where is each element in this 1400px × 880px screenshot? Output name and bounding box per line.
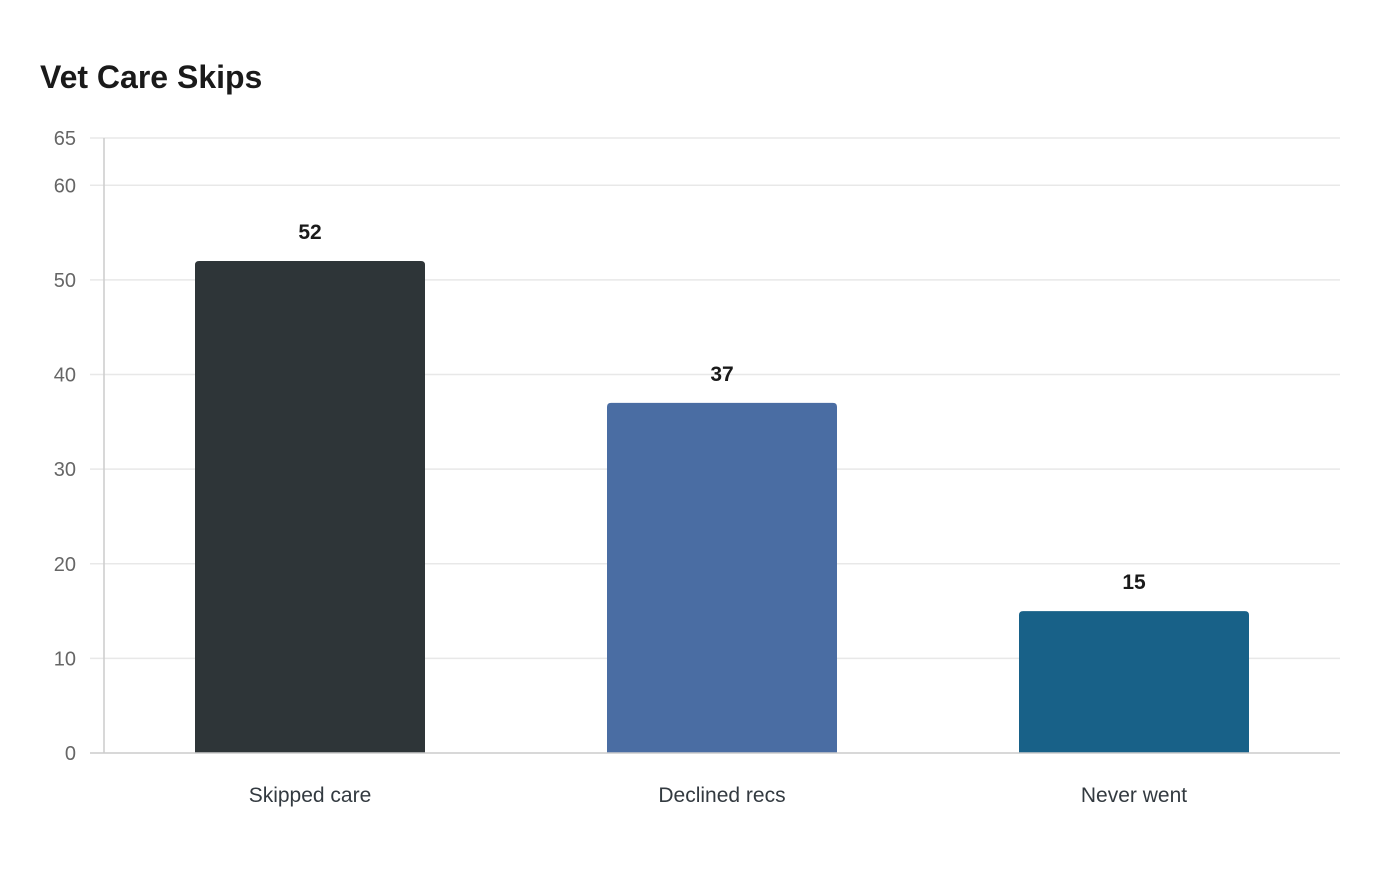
data-label: 15 [1122,571,1146,594]
x-category-label: Declined recs [658,784,785,807]
y-tick-label: 65 [54,128,76,150]
bars [195,261,1249,753]
y-tick-label: 0 [65,743,76,765]
bar [1019,611,1249,753]
y-tick-label: 50 [54,270,76,292]
data-labels: 52 37 15 [298,221,1146,594]
y-tick-label: 20 [54,554,76,576]
y-tick-label: 10 [54,648,76,670]
x-category-label: Skipped care [249,784,372,807]
y-axis-ticks: 0 10 20 30 40 50 60 65 [54,128,76,765]
y-tick-label: 40 [54,365,76,387]
data-label: 37 [710,363,733,386]
x-category-label: Never went [1081,784,1187,807]
bar [607,402,837,753]
bar [195,261,425,753]
axes [90,138,1340,754]
data-label: 52 [298,221,321,244]
chart-title: Vet Care Skips [40,59,263,95]
x-axis-categories: Skipped care Declined recs Never went [249,784,1188,807]
y-tick-label: 60 [54,175,76,197]
y-tick-label: 30 [54,459,76,481]
